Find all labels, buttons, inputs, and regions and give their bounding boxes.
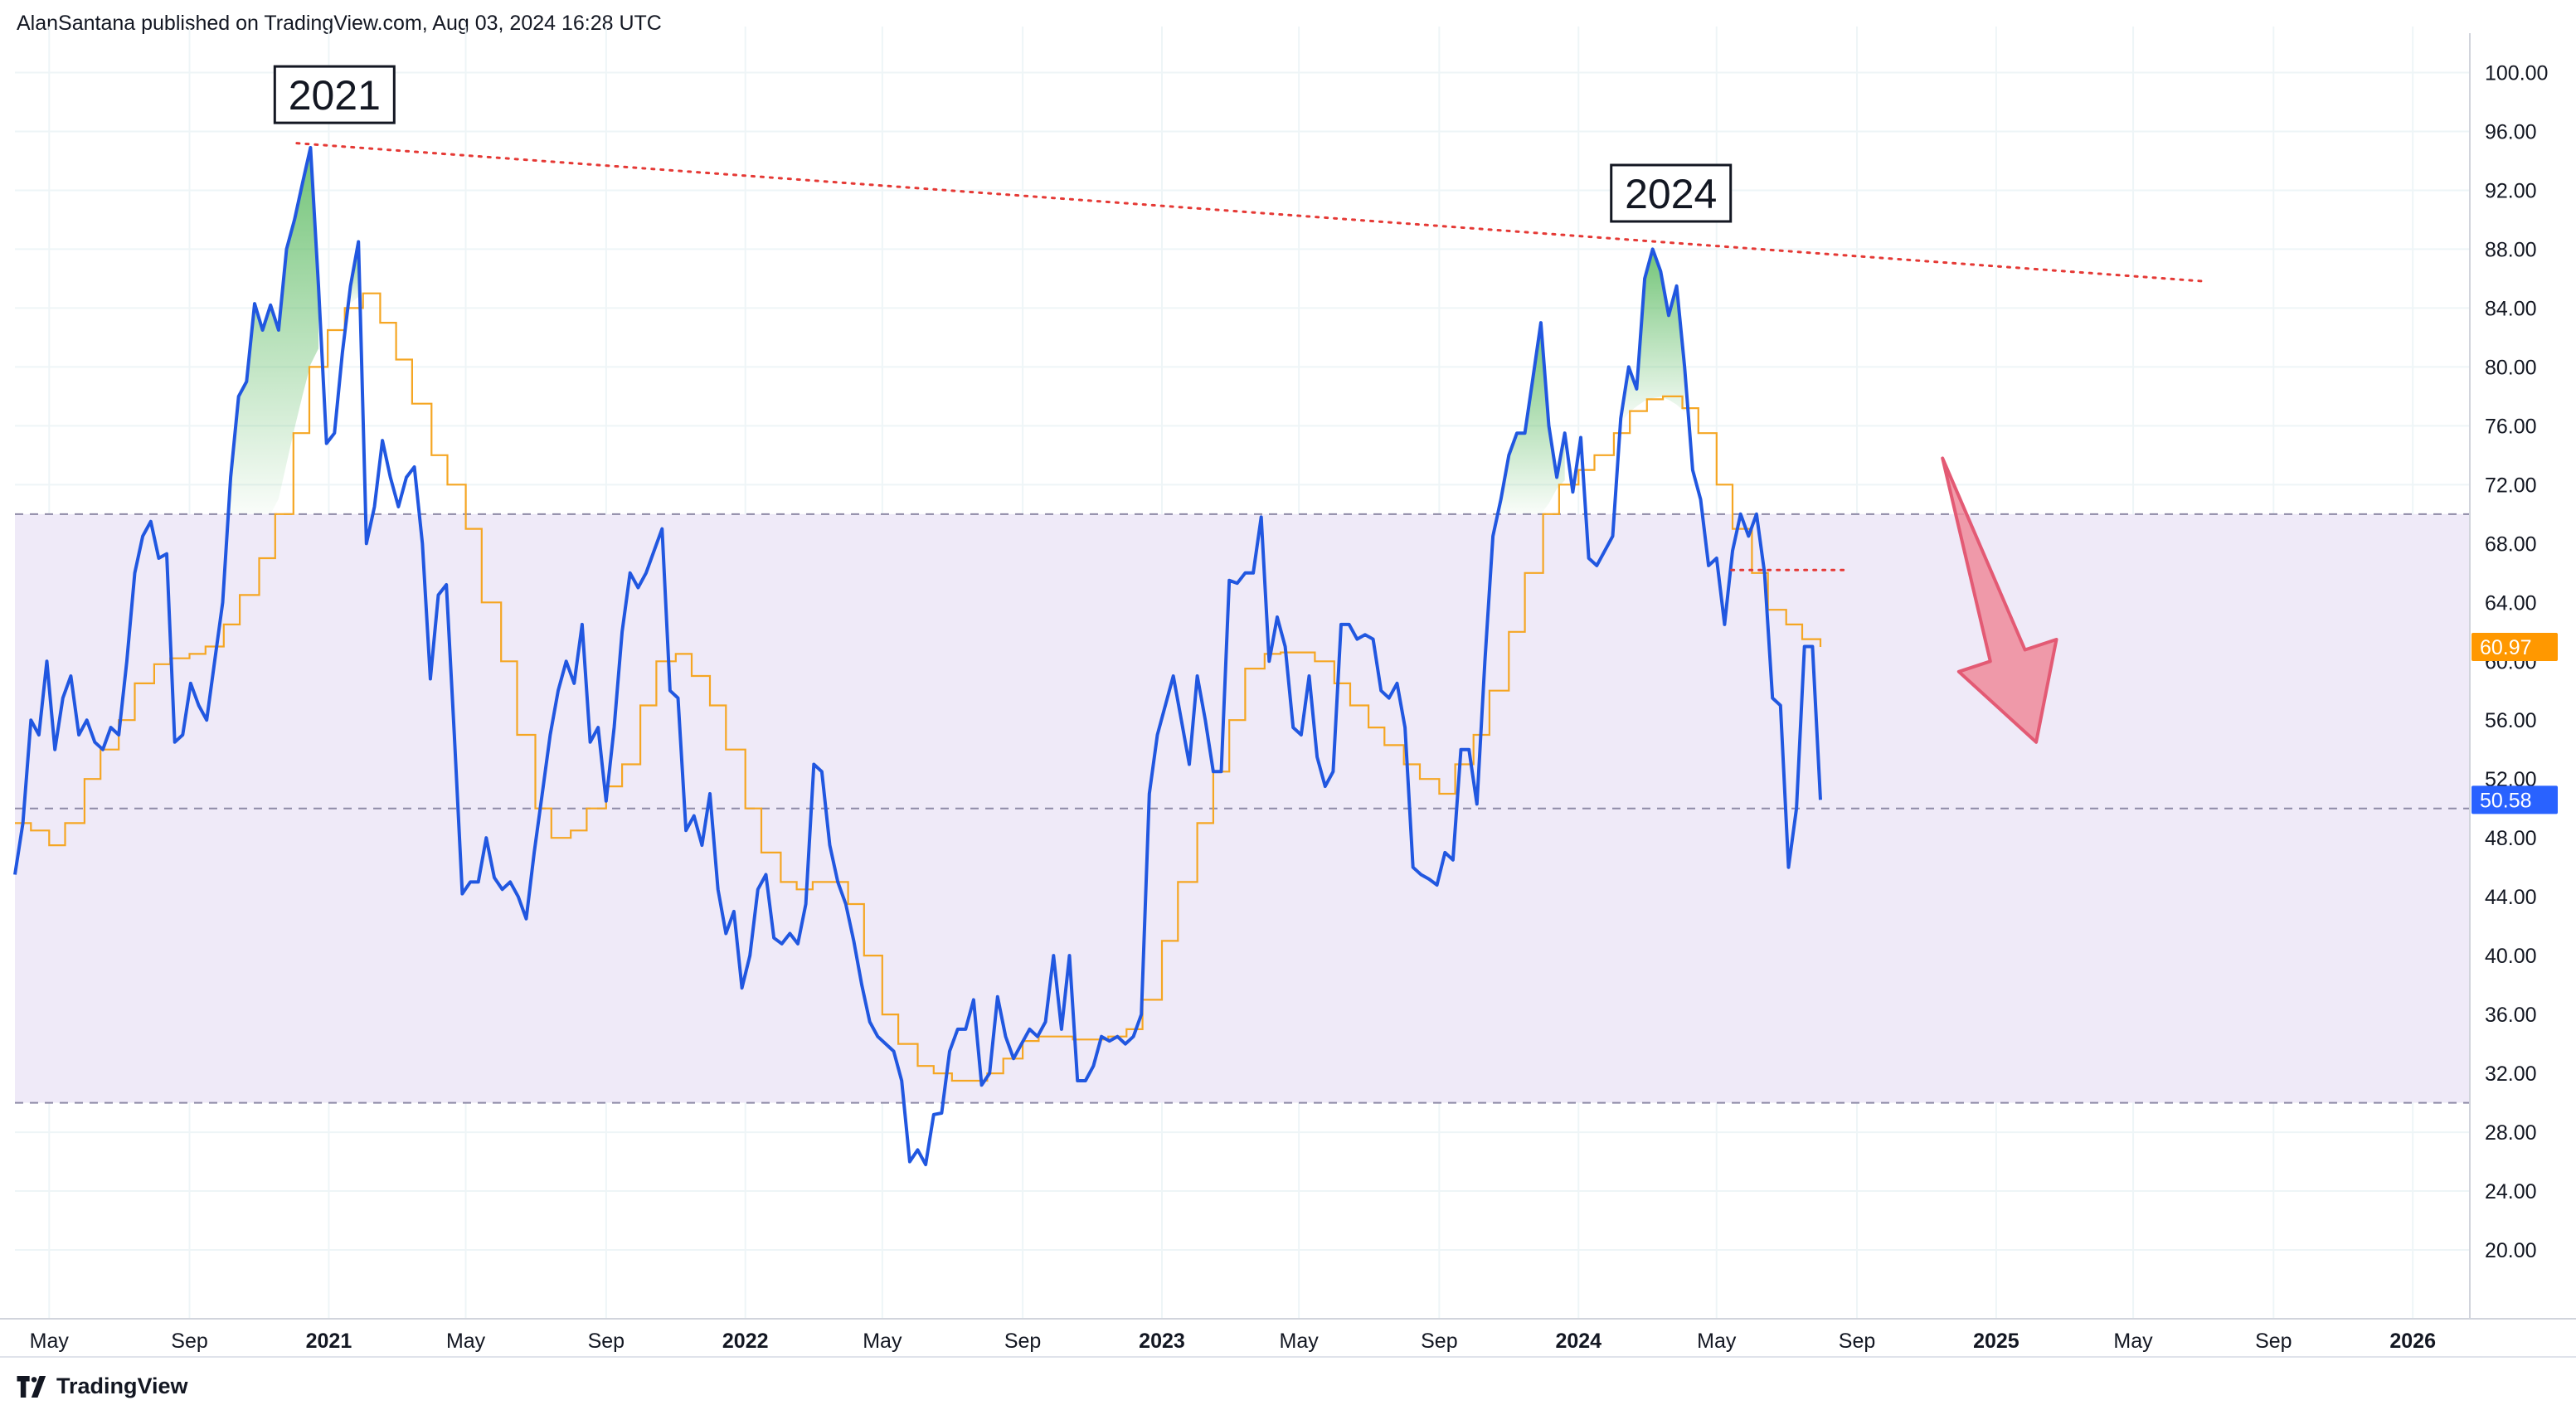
y-tick-label: 80.00 [2485, 356, 2537, 379]
x-tick-label: Sep [171, 1330, 207, 1353]
x-tick-label: May [30, 1330, 70, 1353]
x-tick-label: Sep [1839, 1330, 1875, 1353]
y-tick-label: 92.00 [2485, 179, 2537, 202]
x-tick-label: May [1697, 1330, 1737, 1353]
year-label-box [273, 65, 396, 124]
rsi-value-label: 50.58 [2480, 789, 2532, 812]
y-tick-label: 24.00 [2485, 1180, 2537, 1203]
brand-name: TradingView [56, 1374, 188, 1398]
tradingview-logo-icon [17, 1375, 46, 1398]
x-tick-label: Sep [2255, 1330, 2292, 1353]
y-tick-label: 56.00 [2485, 709, 2537, 732]
rsi-bands [15, 513, 2470, 1104]
y-tick-label: 40.00 [2485, 945, 2537, 968]
x-tick-label: May [2113, 1330, 2153, 1353]
y-tick-label: 64.00 [2485, 591, 2537, 615]
year-label: 2024 [1625, 171, 1717, 217]
x-tick-label: Sep [1004, 1330, 1041, 1353]
down-arrow [1941, 456, 2058, 744]
ma-value-label-bg [2472, 633, 2558, 662]
y-tick-label: 72.00 [2485, 474, 2537, 497]
year-label: 2021 [289, 72, 381, 119]
x-tick-label: May [1280, 1330, 1320, 1353]
x-tick-label: Sep [1421, 1330, 1457, 1353]
chart-annotations: 2021 2024 [273, 65, 2209, 744]
chart-axes: 100.00 96.00 92.00 88.00 84.00 80.00 76.00 72.0… [0, 33, 2576, 1358]
y-tick-label: 48.00 [2485, 827, 2537, 850]
overbought-fill [1621, 249, 1685, 424]
x-tick-label: 2024 [1555, 1330, 1601, 1353]
overbought-fill [231, 148, 318, 514]
descending-trendline [295, 142, 2209, 283]
y-tick-label: 36.00 [2485, 1004, 2537, 1027]
x-tick-label: Sep [588, 1330, 625, 1353]
y-tick-label: 44.00 [2485, 886, 2537, 909]
y-tick-label: 100.00 [2485, 61, 2548, 85]
y-tick-label: 20.00 [2485, 1239, 2537, 1262]
publisher-caption: AlanSantana published on TradingView.com… [17, 12, 662, 35]
y-tick-label: 88.00 [2485, 238, 2537, 261]
y-tick-label: 96.00 [2485, 120, 2537, 143]
y-tick-label: 76.00 [2485, 415, 2537, 438]
year-label-box [1610, 163, 1733, 223]
overbought-fill [1500, 323, 1565, 514]
y-tick-label: 84.00 [2485, 297, 2537, 320]
x-tick-label: 2026 [2389, 1330, 2436, 1353]
x-tick-label: May [863, 1330, 902, 1353]
rsi-line [13, 146, 1822, 1167]
x-tick-label: 2021 [306, 1330, 352, 1353]
ma-value-label: 60.97 [2480, 636, 2532, 659]
y-tick-label: 28.00 [2485, 1121, 2537, 1145]
y-tick-label: 32.00 [2485, 1062, 2537, 1086]
rsi-moving-average-line [15, 292, 1822, 1082]
y-tick-label: 68.00 [2485, 532, 2537, 556]
rsi-value-label-bg [2472, 785, 2558, 814]
x-tick-label: May [446, 1330, 486, 1353]
x-tick-label: 2023 [1139, 1330, 1185, 1353]
tradingview-logo[interactable]: TradingView [17, 1374, 188, 1399]
x-tick-label: 2025 [1973, 1330, 2019, 1353]
chart-series [13, 146, 1822, 1167]
overbought-fills [231, 148, 1685, 514]
x-tick-label: 2022 [722, 1330, 769, 1353]
